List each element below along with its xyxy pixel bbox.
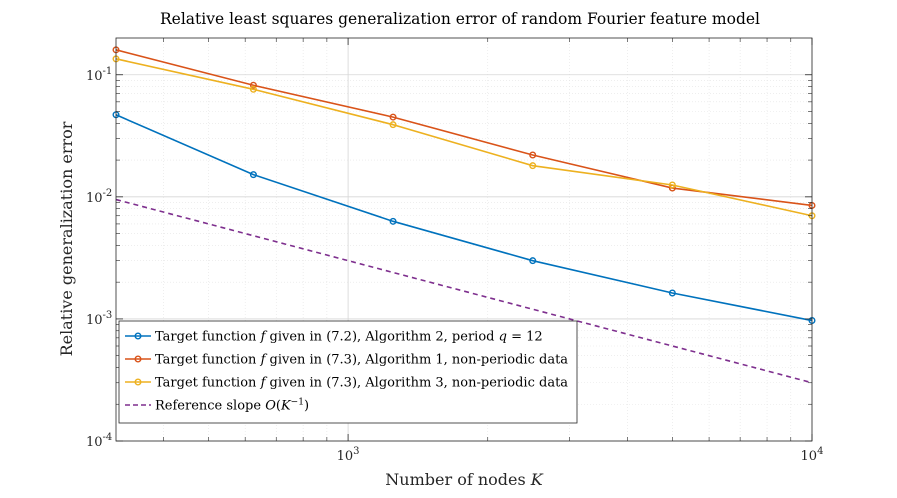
legend-text-part: ( (276, 399, 281, 414)
legend-text-part: Reference slope (155, 399, 265, 414)
y-tick-label: 10-4 (86, 432, 112, 450)
legend-entry-1: Target function f given in (7.2), Algori… (125, 330, 543, 345)
legend-text-part: ) (304, 399, 309, 414)
x-tick-label: 104 (801, 446, 824, 464)
legend-text-part: given in (7.3), Algorithm 1, non-periodi… (265, 353, 568, 368)
series-1-point (389, 217, 397, 225)
legend-label: Reference slope O(K−1) (155, 398, 309, 414)
x-tick-base: 10 (801, 449, 818, 464)
x-tick-label: 103 (337, 446, 360, 464)
y-tick-exponent: -4 (103, 432, 113, 443)
series-1-point (249, 171, 257, 179)
y-tick-base: 10 (86, 313, 103, 328)
legend-swatch-marker (134, 332, 142, 340)
legend-text-part: f (260, 330, 268, 345)
x-tick-exponent: 3 (353, 446, 359, 457)
y-tick-label: 10-3 (86, 310, 112, 328)
legend-swatch-marker (134, 355, 142, 363)
legend-text-exponent: −1 (291, 398, 304, 408)
legend-text-part: Target function (155, 353, 261, 368)
series-2-point (389, 113, 397, 121)
series-3-line (115, 58, 813, 217)
legend-text-part: = 12 (507, 330, 543, 345)
x-tick-exponent: 4 (817, 446, 823, 457)
legend: Target function f given in (7.2), Algori… (118, 320, 578, 424)
legend-entry-3: Target function f given in (7.3), Algori… (125, 376, 568, 391)
legend-text-part: q (499, 330, 507, 345)
series-2-line (115, 49, 813, 207)
x-tick-base: 10 (337, 449, 354, 464)
legend-text-part: O (265, 399, 276, 414)
series-2-point (529, 151, 537, 159)
legend-text-part: given in (7.3), Algorithm 3, non-periodi… (265, 376, 568, 391)
y-tick-base: 10 (86, 435, 103, 450)
legend-text-part: given in (7.2), Algorithm 2, period (265, 330, 498, 345)
x-axis-title: Number of nodes K (385, 470, 544, 489)
series-1 (112, 111, 816, 325)
legend-text-part: Target function (155, 330, 261, 345)
y-tick-base: 10 (86, 69, 103, 84)
series-3-point (668, 181, 676, 189)
series-3-point (389, 121, 397, 129)
legend-text-part: f (260, 376, 268, 391)
x-tick-labels: 103 104 (337, 446, 824, 464)
series-3-point (529, 162, 537, 170)
series-4-line (115, 198, 813, 384)
series-3-point (249, 85, 257, 93)
x-axis-title-variable: K (530, 470, 544, 489)
y-tick-labels: 10-410-310-210-1 (86, 66, 112, 450)
legend-entry-2: Target function f given in (7.3), Algori… (125, 353, 568, 368)
y-tick-base: 10 (86, 191, 103, 206)
y-tick-label: 10-2 (86, 188, 112, 206)
series-layer (112, 46, 816, 384)
series-4 (115, 198, 813, 384)
legend-label: Target function f given in (7.3), Algori… (155, 353, 568, 368)
legend-swatch-marker (134, 378, 142, 386)
series-1-point (529, 257, 537, 265)
legend-entry-4: Reference slope O(K−1) (125, 398, 309, 414)
legend-text-part: f (260, 353, 268, 368)
x-axis-title-text: Number of nodes (385, 470, 531, 489)
y-tick-exponent: -2 (103, 188, 113, 199)
legend-text-part: Target function (155, 376, 261, 391)
chart-title: Relative least squares generalization er… (160, 10, 760, 28)
y-tick-exponent: -3 (103, 310, 113, 321)
legend-label: Target function f given in (7.2), Algori… (155, 330, 543, 345)
series-1-line (115, 114, 813, 322)
legend-label: Target function f given in (7.3), Algori… (155, 376, 568, 391)
y-axis-title: Relative generalization error (57, 121, 76, 356)
y-tick-label: 10-1 (86, 66, 112, 84)
y-tick-exponent: -1 (103, 66, 113, 77)
plot-frame (115, 37, 813, 442)
series-2-point (249, 81, 257, 89)
legend-box (118, 320, 578, 424)
ticks-layer (116, 38, 813, 442)
legend-text-part: K (280, 399, 292, 414)
series-1-point (668, 289, 676, 297)
